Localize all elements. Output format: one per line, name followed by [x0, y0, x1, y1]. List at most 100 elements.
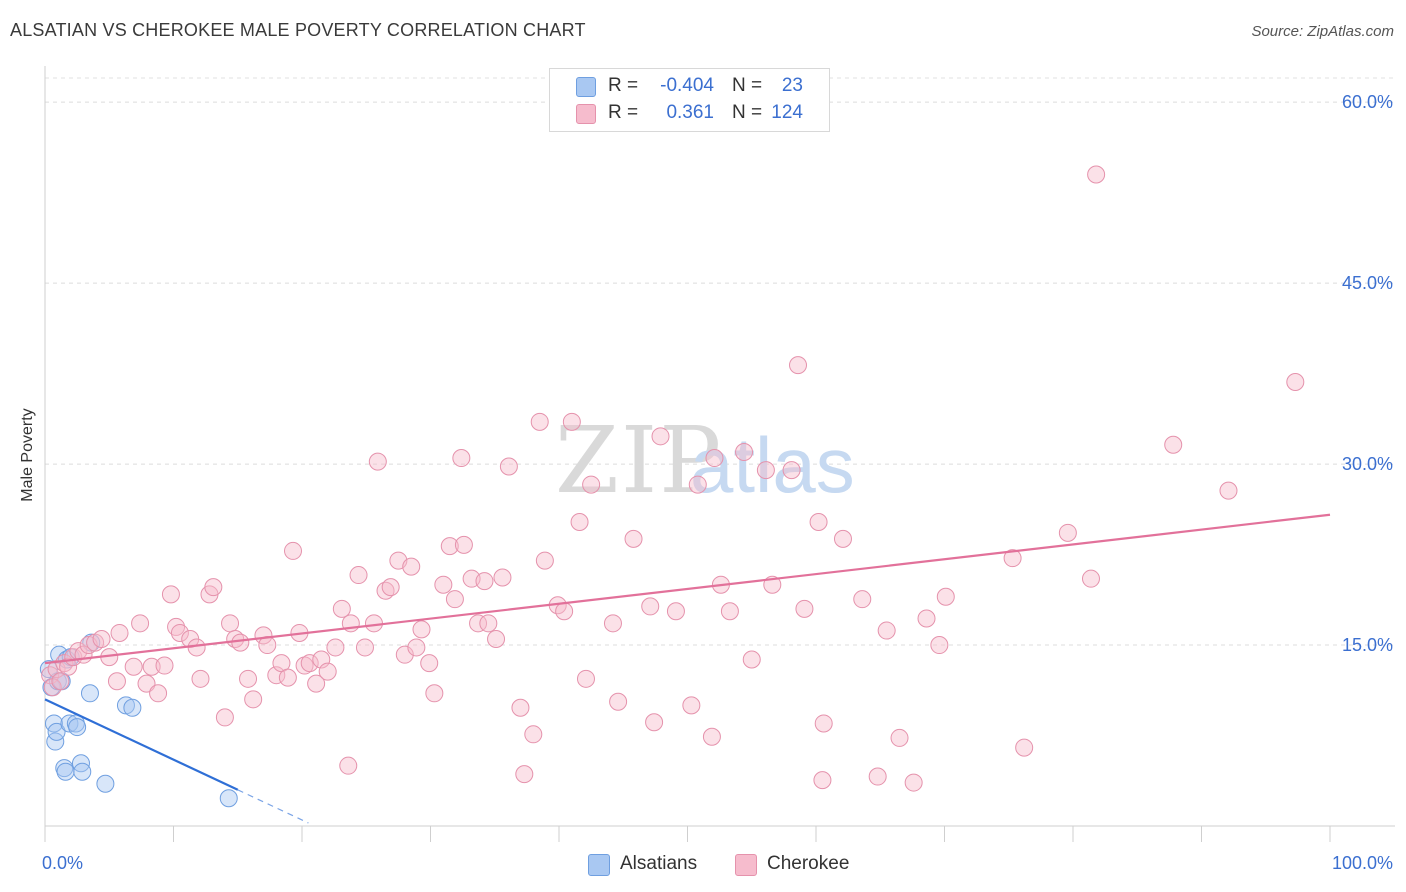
cherokee-point: [187, 638, 206, 657]
cherokee-point: [267, 666, 286, 685]
cherokee-point: [688, 475, 707, 494]
cherokee-point: [440, 537, 459, 556]
cherokee-point: [469, 614, 488, 633]
cherokee-point: [562, 412, 581, 431]
cherokee-point: [1087, 165, 1106, 184]
cherokee-point: [555, 602, 574, 621]
cherokee-point: [705, 449, 724, 468]
legend-swatch-cherokee: [576, 104, 596, 124]
cherokee-point: [137, 674, 156, 693]
cherokee-point: [191, 669, 210, 688]
cherokee-point: [124, 657, 143, 676]
alsatians-point: [80, 684, 99, 703]
alsatians-point: [56, 762, 75, 781]
alsatians-point: [47, 722, 66, 741]
axes: [44, 66, 1395, 842]
cherokee-point: [454, 535, 473, 554]
cherokee-point: [609, 692, 628, 711]
cherokee-point: [239, 669, 258, 688]
alsatians-point: [68, 718, 87, 737]
cherokee-point: [833, 529, 852, 548]
data-points: [39, 165, 1305, 808]
legend-row-cherokee: R = 0.361 N = 124: [550, 101, 829, 127]
series-swatch-cherokee: [735, 854, 757, 876]
cherokee-point: [682, 696, 701, 715]
cherokee-point: [624, 529, 643, 548]
cherokee-point: [231, 633, 250, 652]
cherokee-point: [364, 614, 383, 633]
legend-n-label: N =: [732, 102, 763, 123]
cherokee-point: [425, 684, 444, 703]
tick-labels: 15.0% 30.0% 45.0% 60.0% 0.0% 100.0%: [42, 92, 1393, 873]
cherokee-point: [355, 638, 374, 657]
cherokee-point: [475, 572, 494, 591]
cherokee-point: [853, 590, 872, 609]
cherokee-point: [412, 620, 431, 639]
cherokee-point: [244, 690, 263, 709]
y-tick-label: 30.0%: [1342, 454, 1393, 474]
cherokee-point: [161, 585, 180, 604]
watermark: ZIP atlas: [555, 407, 855, 514]
cherokee-point: [51, 672, 70, 691]
cherokee-point: [376, 581, 395, 600]
cherokee-point: [381, 578, 400, 597]
cherokee-point: [1015, 738, 1034, 757]
cherokee-point: [295, 656, 314, 675]
cherokee-point: [1081, 569, 1100, 588]
cherokee-point: [407, 638, 426, 657]
alsatians-point: [73, 762, 92, 781]
alsatians-point: [46, 732, 65, 751]
cherokee-point: [215, 708, 234, 727]
watermark-zip: ZIP: [555, 407, 723, 514]
cherokee-point: [318, 662, 337, 681]
cherokee-point: [904, 773, 923, 792]
cherokee-point: [204, 578, 223, 597]
series-label-alsatians: Alsatians: [620, 853, 698, 874]
cherokee-point: [368, 452, 387, 471]
cherokee-point: [742, 650, 761, 669]
y-tick-label: 45.0%: [1342, 273, 1393, 293]
trend-lines: [44, 513, 1331, 824]
cherokee-point: [795, 599, 814, 618]
legend-n-value: 124: [771, 102, 803, 123]
cherokee-point: [1164, 435, 1183, 454]
series-label-cherokee: Cherokee: [767, 853, 850, 874]
cherokee-point: [326, 638, 345, 657]
cherokee-point: [339, 756, 358, 775]
cherokee-point: [917, 609, 936, 628]
cherokee-point: [332, 599, 351, 618]
cherokee-point: [641, 597, 660, 616]
alsatians-point: [123, 698, 142, 717]
cherokee-point: [452, 449, 471, 468]
cherokee-point: [702, 727, 721, 746]
cherokee-trend-line: [44, 513, 1331, 665]
cherokee-point: [789, 356, 808, 375]
x-tick-label: 0.0%: [42, 853, 83, 873]
legend-r-value: -0.404: [660, 75, 714, 96]
cherokee-point: [813, 771, 832, 790]
cherokee-point: [524, 725, 543, 744]
cherokee-point: [782, 461, 801, 480]
y-tick-label: 60.0%: [1342, 92, 1393, 112]
cherokee-point: [603, 614, 622, 633]
cherokee-point: [479, 614, 498, 633]
cherokee-point: [515, 765, 534, 784]
cherokee-point: [809, 512, 828, 531]
cherokee-point: [570, 512, 589, 531]
alsatians-point: [96, 774, 115, 793]
cherokee-point: [445, 590, 464, 609]
cherokee-point: [420, 654, 439, 673]
legend-row-alsatians: R = -0.404 N = 23: [550, 74, 829, 100]
cherokee-point: [349, 566, 368, 585]
x-tick-label: 100.0%: [1332, 853, 1393, 873]
cherokee-point: [487, 630, 506, 648]
alsatians-point: [219, 789, 238, 808]
cherokee-point: [735, 443, 754, 461]
cherokee-point: [756, 461, 775, 480]
cherokee-point: [226, 630, 245, 648]
cherokee-point: [651, 427, 670, 446]
source-credit: Source: ZipAtlas.com: [1251, 23, 1394, 40]
cherokee-point: [131, 614, 150, 633]
cherokee-point: [535, 551, 554, 570]
